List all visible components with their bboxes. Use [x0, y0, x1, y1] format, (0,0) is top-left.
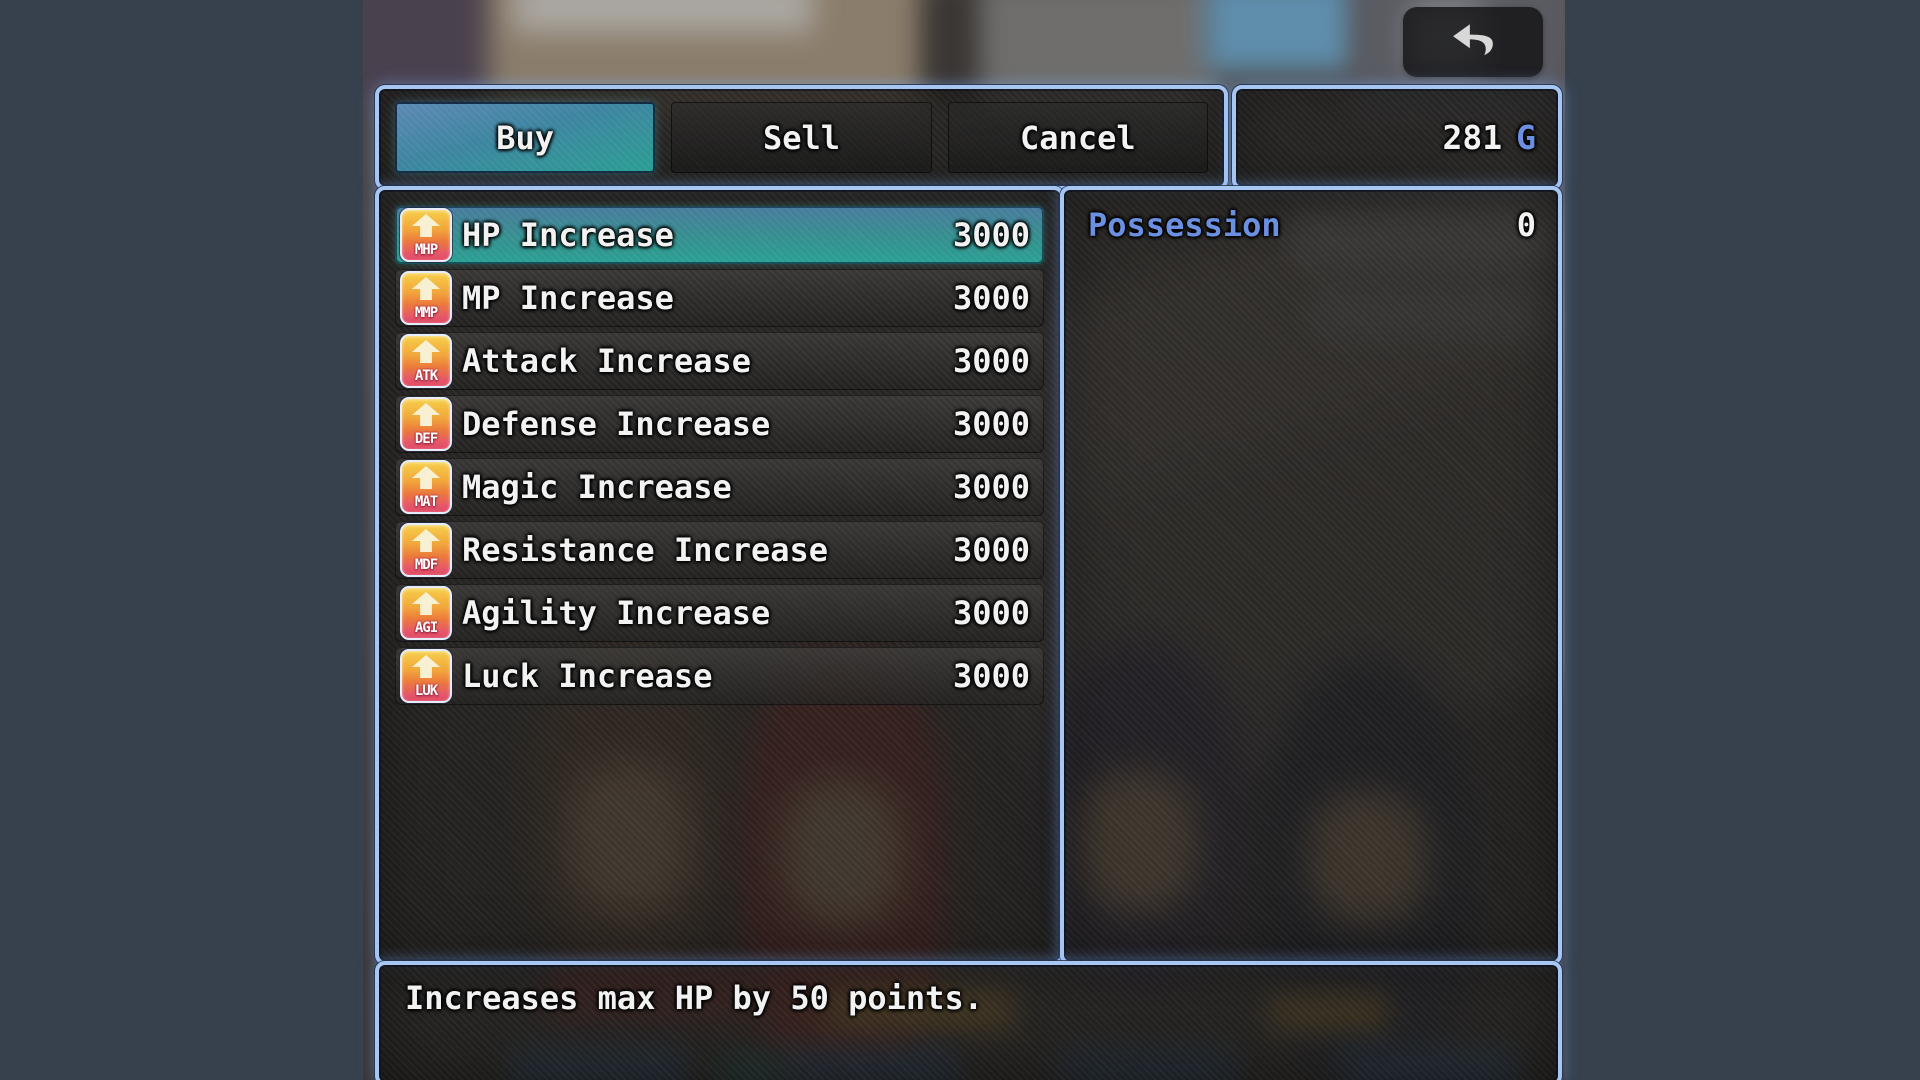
shop-item-row[interactable]: LUK Luck Increase 3000 [395, 647, 1044, 705]
item-name: Attack Increase [462, 342, 751, 380]
up-arrow-icon [412, 403, 440, 426]
possession-row: Possession 0 [1088, 206, 1536, 244]
shop-command-window: Buy Sell Cancel [375, 85, 1228, 190]
gold-amount: 281 [1442, 118, 1503, 157]
up-arrow-icon [412, 466, 440, 489]
shop-item-list: MHP HP Increase 3000 MMP MP Increase 300… [395, 206, 1044, 705]
help-window: Increases max HP by 50 points. [375, 961, 1562, 1080]
gold-unit: G [1516, 118, 1536, 157]
item-name: Luck Increase [462, 657, 713, 695]
item-name: Agility Increase [462, 594, 771, 632]
item-price: 3000 [952, 279, 1030, 317]
item-name: Resistance Increase [462, 531, 829, 569]
item-name: Defense Increase [462, 405, 771, 443]
possession-label: Possession [1088, 206, 1281, 244]
tab-buy[interactable]: Buy [395, 102, 656, 173]
stat-icon-tag: LUK [414, 683, 438, 699]
item-name: MP Increase [462, 279, 674, 317]
shop-item-row[interactable]: ATK Attack Increase 3000 [395, 332, 1044, 390]
stat-up-icon: AGI [400, 586, 452, 640]
possession-value: 0 [1516, 206, 1536, 244]
stat-icon-tag: ATK [414, 368, 438, 384]
item-price: 3000 [952, 405, 1030, 443]
stat-icon-tag: MDF [414, 557, 438, 573]
tab-cancel[interactable]: Cancel [947, 102, 1208, 173]
stat-icon-tag: MAT [414, 494, 438, 510]
tab-sell[interactable]: Sell [671, 102, 932, 173]
stat-icon-tag: MMP [414, 305, 438, 321]
up-arrow-icon [412, 529, 440, 552]
up-arrow-icon [412, 277, 440, 300]
stat-up-icon: DEF [400, 397, 452, 451]
item-price: 3000 [952, 594, 1030, 632]
shop-item-row[interactable]: MHP HP Increase 3000 [395, 206, 1044, 264]
item-price: 3000 [952, 468, 1030, 506]
item-price: 3000 [952, 531, 1030, 569]
stat-up-icon: MHP [400, 208, 452, 262]
back-button[interactable] [1403, 7, 1543, 77]
up-arrow-icon [412, 214, 440, 237]
scene-awning-blob [513, 0, 813, 32]
shop-item-list-window: MHP HP Increase 3000 MMP MP Increase 300… [375, 186, 1064, 965]
stat-up-icon: MDF [400, 523, 452, 577]
undo-arrow-icon [1447, 19, 1499, 65]
stat-up-icon: MMP [400, 271, 452, 325]
item-price: 3000 [952, 342, 1030, 380]
stat-icon-tag: DEF [414, 431, 438, 447]
up-arrow-icon [412, 340, 440, 363]
help-text: Increases max HP by 50 points. [405, 979, 983, 1017]
shop-item-row[interactable]: MMP MP Increase 3000 [395, 269, 1044, 327]
stat-icon-tag: AGI [414, 620, 438, 636]
stat-up-icon: LUK [400, 649, 452, 703]
stat-up-icon: ATK [400, 334, 452, 388]
item-price: 3000 [952, 216, 1030, 254]
item-name: HP Increase [462, 216, 674, 254]
shop-item-row[interactable]: AGI Agility Increase 3000 [395, 584, 1044, 642]
item-price: 3000 [952, 657, 1030, 695]
item-name: Magic Increase [462, 468, 732, 506]
shop-item-row[interactable]: MAT Magic Increase 3000 [395, 458, 1044, 516]
up-arrow-icon [412, 592, 440, 615]
shop-command-row: Buy Sell Cancel [395, 102, 1208, 173]
stat-icon-tag: MHP [414, 242, 438, 258]
gold-row: 281 G [1236, 89, 1558, 186]
shop-status-window: Possession 0 [1060, 186, 1562, 965]
stat-up-icon: MAT [400, 460, 452, 514]
gold-window: 281 G [1232, 85, 1562, 190]
up-arrow-icon [412, 655, 440, 678]
shop-item-row[interactable]: MDF Resistance Increase 3000 [395, 521, 1044, 579]
scene-sky-blob [1205, 0, 1360, 72]
shop-item-row[interactable]: DEF Defense Increase 3000 [395, 395, 1044, 453]
